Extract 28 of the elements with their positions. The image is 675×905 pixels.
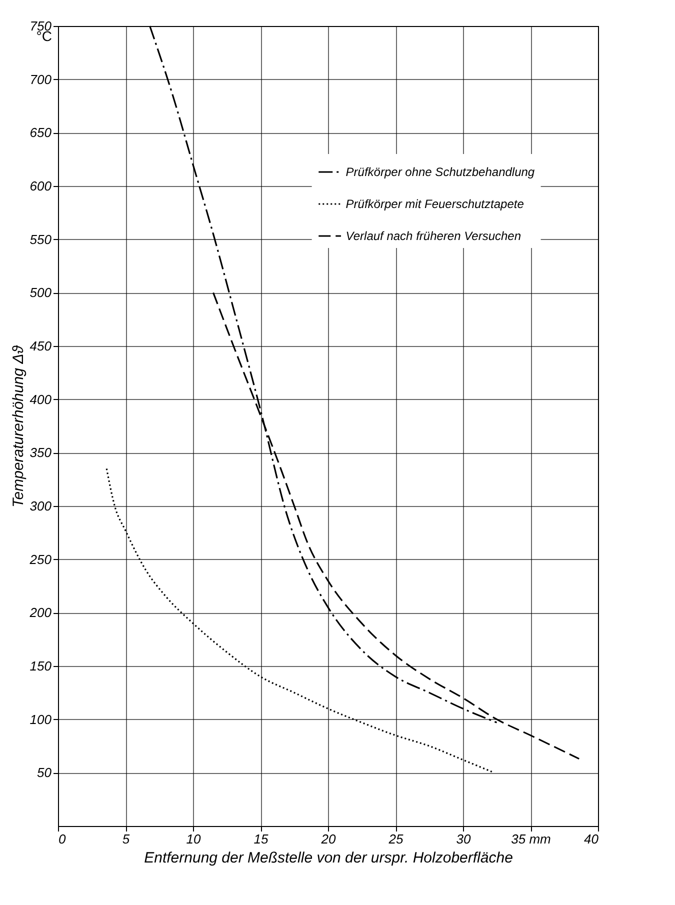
x-tick-label: 20 <box>320 832 336 846</box>
x-tick-label: 35 mm <box>511 832 552 846</box>
y-tick-label: 200 <box>28 605 52 620</box>
y-tick-label: 700 <box>30 72 52 87</box>
x-tick-label: 0 <box>58 832 66 846</box>
x-axis-title: Entfernung der Meßstelle von der urspr. Holzoberfläche <box>144 850 513 866</box>
y-tick-label: 350 <box>30 445 52 460</box>
legend-label: Verlauf nach früheren Versuchen <box>346 229 522 243</box>
x-tick-label: 10 <box>186 832 202 846</box>
x-tick-label: 40 <box>584 832 600 846</box>
y-tick-label: 300 <box>30 498 52 514</box>
y-tick-label: 450 <box>30 338 52 354</box>
y-tick-label: 650 <box>30 125 52 140</box>
x-tick-label: 15 <box>254 832 269 846</box>
y-tick-label: 150 <box>30 658 52 674</box>
x-tick-label: 25 <box>388 832 404 846</box>
y-tick-label: 600 <box>30 178 52 194</box>
y-tick-label: 250 <box>28 552 52 567</box>
y-tick-label: 100 <box>30 712 52 727</box>
x-tick-label: 30 <box>456 832 472 846</box>
legend-label: Prüfkörper ohne Schutzbehandlung <box>346 165 535 179</box>
x-tick-label: 5 <box>122 832 130 846</box>
y-axis-title: Temperaturerhöhung Δϑ <box>10 344 27 508</box>
legend-label: Prüfkörper mit Feuerschutztapete <box>346 197 524 211</box>
y-tick-label: 500 <box>30 285 52 300</box>
y-tick-label: 550 <box>30 232 52 247</box>
y-tick-label: 50 <box>37 765 52 780</box>
y-tick-label: 400 <box>30 392 52 407</box>
